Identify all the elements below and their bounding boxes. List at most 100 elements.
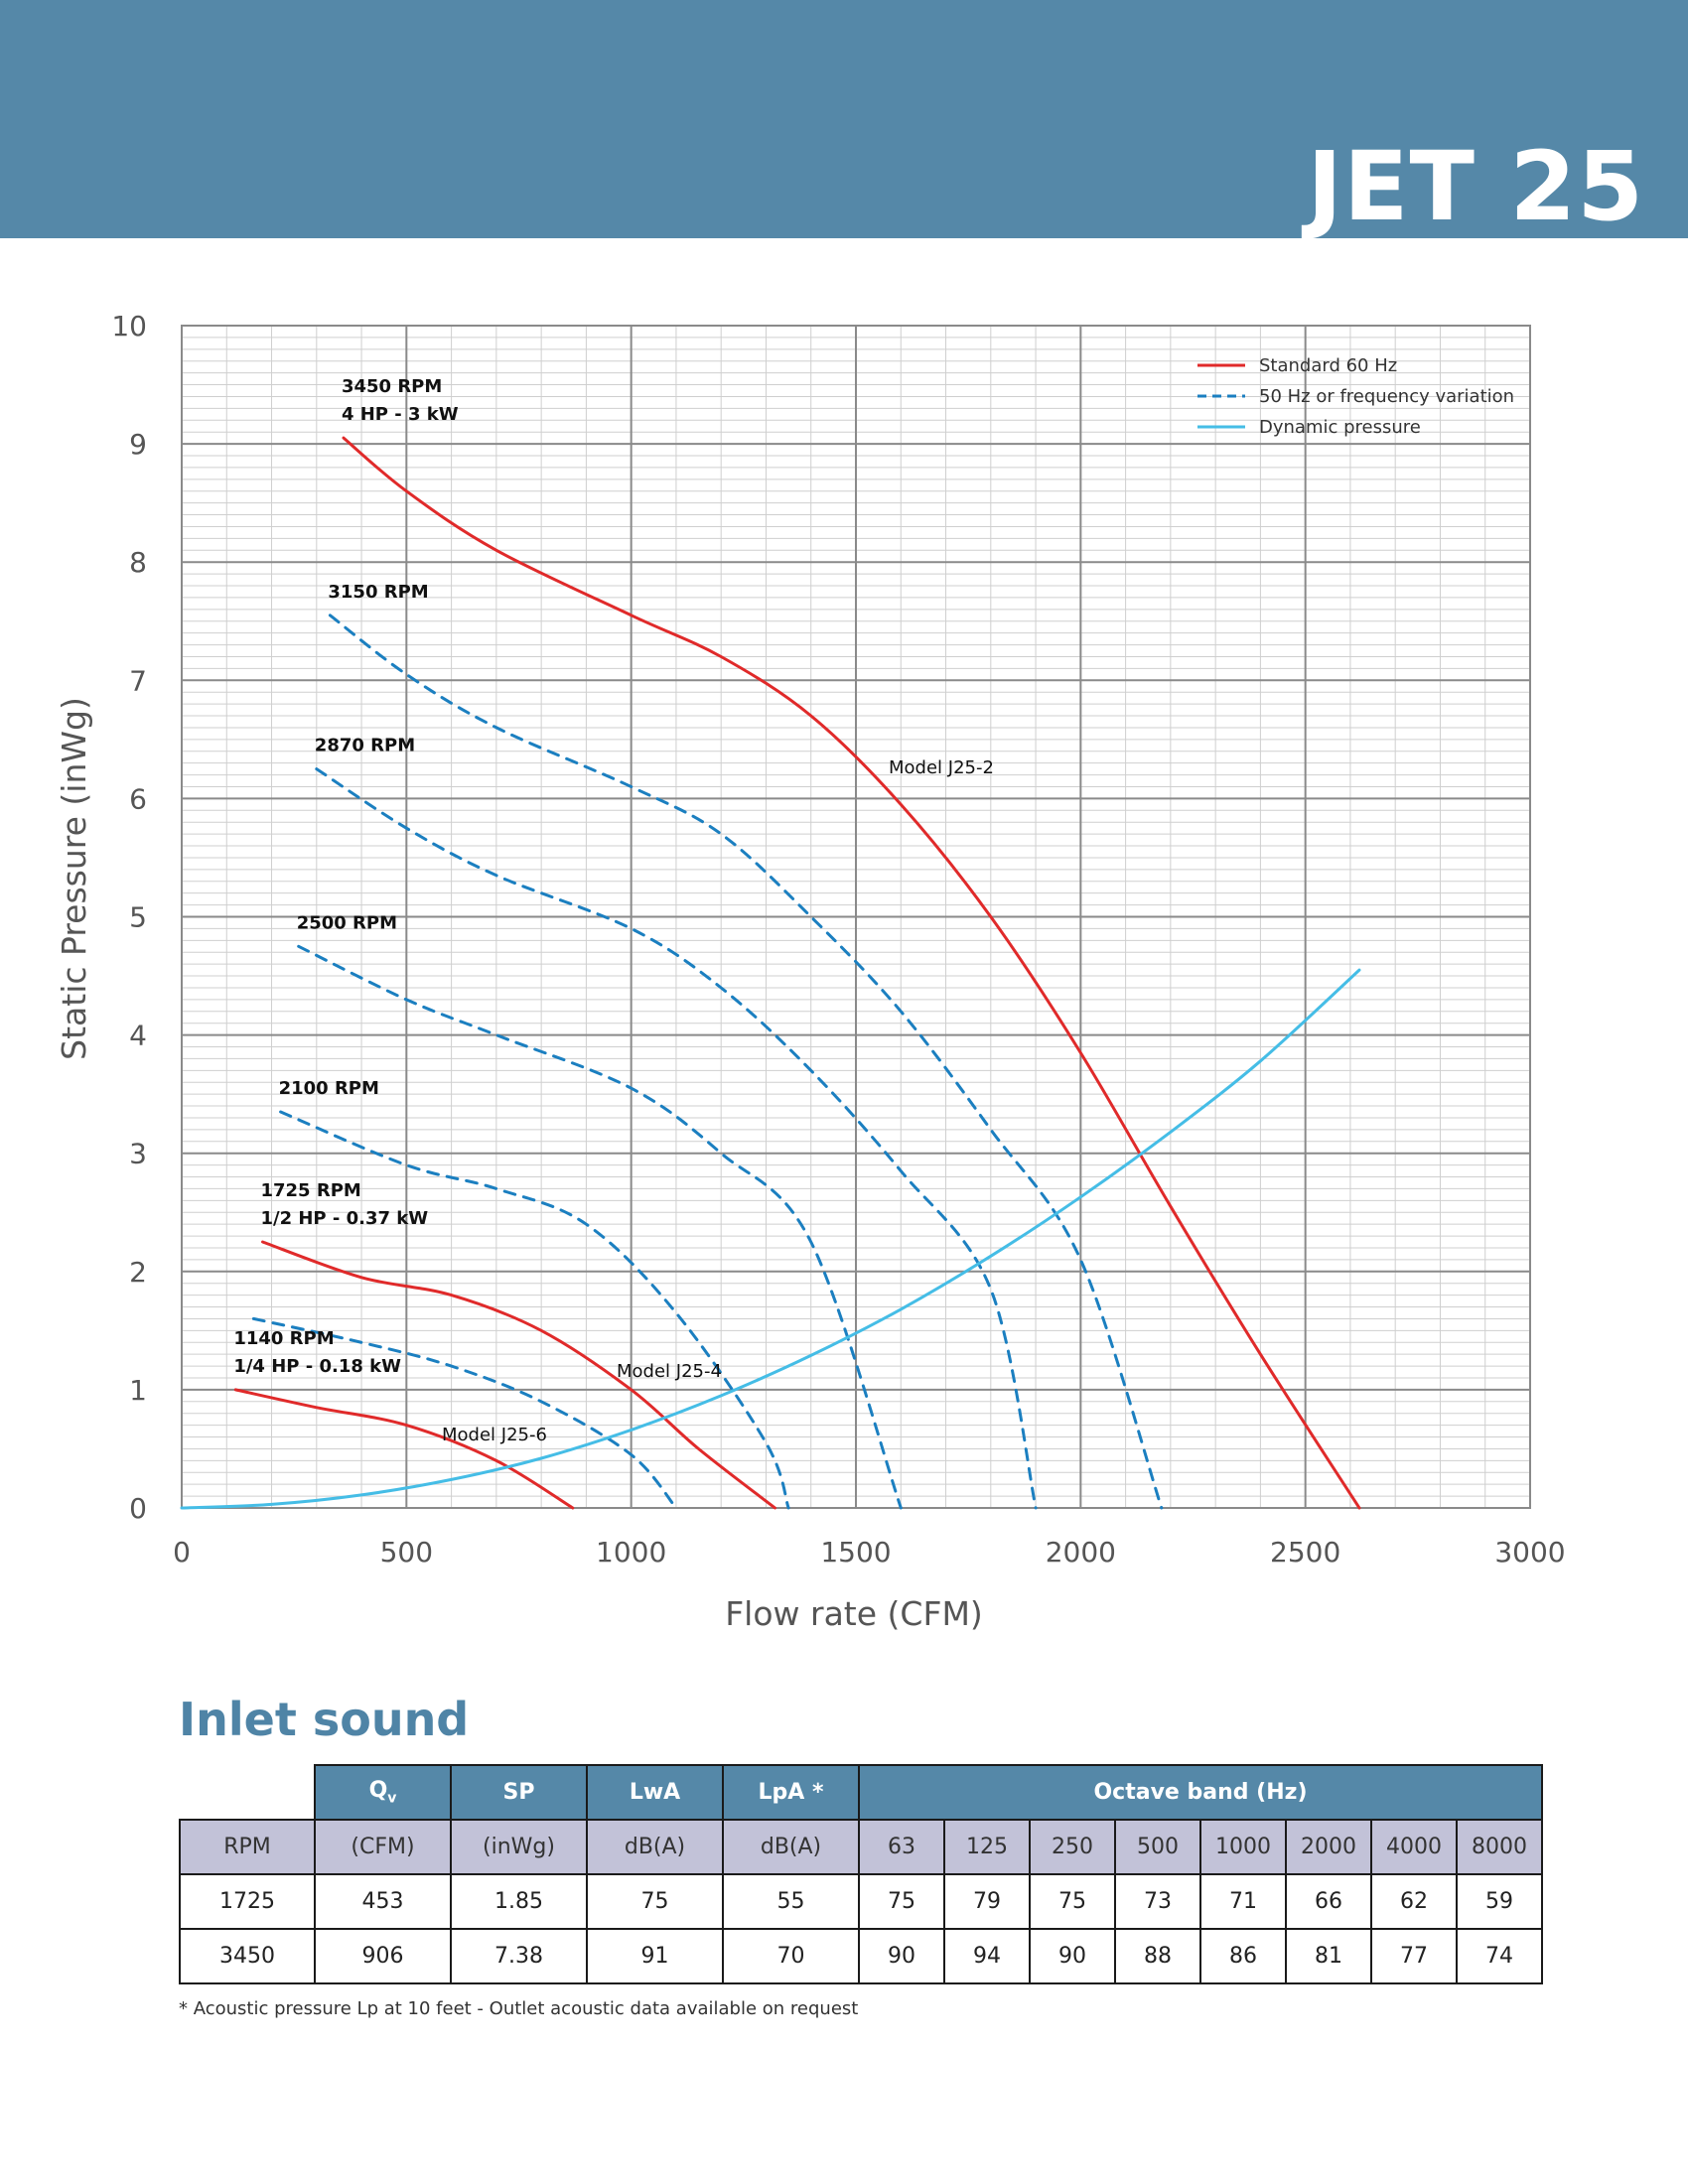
section-title: Inlet sound [179,1693,470,1746]
table-cell: 86 [1199,1928,1287,1984]
table-cell: (CFM) [314,1819,452,1875]
table-cell: 1000 [1199,1819,1287,1875]
table-cell: 125 [943,1819,1031,1875]
table-cell: 63 [858,1819,945,1875]
series-line-standard [342,436,1361,1510]
table-cell: 453 [314,1873,452,1930]
fan-performance-chart: 0 500 1000 1500 2000 2500 3000 0 1 2 3 4 5 6 7 8 9 10 345… [55,310,1566,1633]
legend-label: 50 Hz or frequency variation [1259,386,1514,407]
table-cell: 8000 [1456,1819,1543,1875]
table-cell: 1.85 [450,1873,588,1930]
series-line-variation [315,767,1038,1510]
model-annotation: Model J25-4 [617,1361,722,1382]
table-header-lpa: LpA * [722,1764,860,1821]
table-cell: dB(A) [586,1819,724,1875]
curve-label: 3150 RPM [328,582,428,603]
table-header-blank [180,1765,315,1820]
table-cell: 75 [586,1873,724,1930]
curves [180,436,1361,1510]
table-cell: 7.38 [450,1928,588,1984]
series-line-variation [328,614,1164,1510]
table-cell: 91 [586,1928,724,1984]
curve-label: 2500 RPM [297,912,397,933]
model-annotation: Model J25-2 [889,757,994,778]
table-cell: 62 [1370,1873,1458,1930]
series-line-variation [297,944,903,1510]
table-cell: RPM [179,1819,316,1875]
x-tick-label: 2500 [1270,1536,1340,1569]
curve-label: 1725 RPM [260,1180,360,1201]
table-cell: 77 [1370,1928,1458,1984]
x-tick-label: 3000 [1494,1536,1565,1569]
table-row: 3450 906 7.38 91 70 90 94 90 88 86 81 77… [179,1928,1543,1984]
y-tick-label: 6 [129,782,147,815]
table-header-qv: Qv [314,1764,452,1821]
y-tick-label: 5 [129,901,147,934]
curve-label: 3450 RPM [342,376,442,397]
y-tick-label: 7 [129,664,147,697]
legend-label: Dynamic pressure [1259,417,1421,438]
legend-label: Standard 60 Hz [1259,355,1397,376]
curve-label: 1/2 HP - 0.37 kW [260,1208,428,1229]
x-tick-label: 500 [380,1536,433,1569]
curve-labels: 3450 RPM 4 HP - 3 kW 3150 RPM 2870 RPM 2500 … [233,376,994,1445]
series-line-dynamic [180,968,1361,1510]
table-cell: 90 [858,1928,945,1984]
table-cell: 66 [1285,1873,1372,1930]
curve-label: 2100 RPM [279,1078,379,1099]
x-tick-label: 2000 [1046,1536,1116,1569]
table-cell: (inWg) [450,1819,588,1875]
table-cell: 906 [314,1928,452,1984]
y-tick-label: 3 [129,1138,147,1170]
table-header-octave-band: Octave band (Hz) [858,1764,1543,1821]
table-row: 1725 453 1.85 75 55 75 79 75 73 71 66 62… [179,1873,1543,1930]
x-tick-label: 1000 [596,1536,666,1569]
table-cell: dB(A) [722,1819,860,1875]
table-cell: 3450 [179,1928,316,1984]
page-title: JET 25 [1307,131,1644,242]
y-tick-label: 10 [111,310,147,342]
table-cell: 70 [722,1928,860,1984]
table-header-sp: SP [450,1764,588,1821]
y-tick-label: 0 [129,1492,147,1525]
table-cell: 4000 [1370,1819,1458,1875]
series-line-standard [261,1240,776,1510]
table-header-lwa: LwA [586,1764,724,1821]
plot-frame [181,325,1531,1509]
table-cell: 55 [722,1873,860,1930]
table-header-row: Qv SP LwA LpA * Octave band (Hz) [180,1764,1543,1821]
y-tick-label: 4 [129,1020,147,1052]
curve-label: 1/4 HP - 0.18 kW [233,1356,401,1377]
x-axis-label: Flow rate (CFM) [725,1594,983,1633]
series-line-variation [251,1316,678,1510]
table-cell: 90 [1029,1928,1116,1984]
table-cell: 1725 [179,1873,316,1930]
table-cell: 79 [943,1873,1031,1930]
table-cell: 81 [1285,1928,1372,1984]
model-annotation: Model J25-6 [442,1425,547,1445]
table-units-row: RPM (CFM) (inWg) dB(A) dB(A) 63 125 250 … [179,1819,1543,1875]
y-tick-label: 1 [129,1374,147,1407]
y-tick-label: 9 [129,428,147,461]
footnote: * Acoustic pressure Lp at 10 feet - Outl… [179,1998,859,2019]
table-cell: 2000 [1285,1819,1372,1875]
table-cell: 94 [943,1928,1031,1984]
table-cell: 71 [1199,1873,1287,1930]
inlet-sound-table: Qv SP LwA LpA * Octave band (Hz) RPM (CF… [179,1764,1543,1984]
curve-label: 1140 RPM [233,1328,334,1349]
curve-label: 2870 RPM [315,736,415,756]
grid-major [181,325,1531,1509]
table-cell: 73 [1114,1873,1201,1930]
series-line-variation [279,1110,790,1510]
x-tick-label: 0 [173,1536,191,1569]
y-tick-label: 2 [129,1256,147,1289]
table-cell: 88 [1114,1928,1201,1984]
table-cell: 74 [1456,1928,1543,1984]
x-tick-label: 1500 [820,1536,891,1569]
y-tick-label: 8 [129,546,147,579]
table-cell: 75 [858,1873,945,1930]
table-cell: 250 [1029,1819,1116,1875]
y-axis-label: Static Pressure (inWg) [55,697,93,1060]
curve-label: 4 HP - 3 kW [342,404,459,425]
tick-labels: 0 500 1000 1500 2000 2500 3000 0 1 2 3 4 5 6 7 8 9 10 [111,310,1565,1569]
